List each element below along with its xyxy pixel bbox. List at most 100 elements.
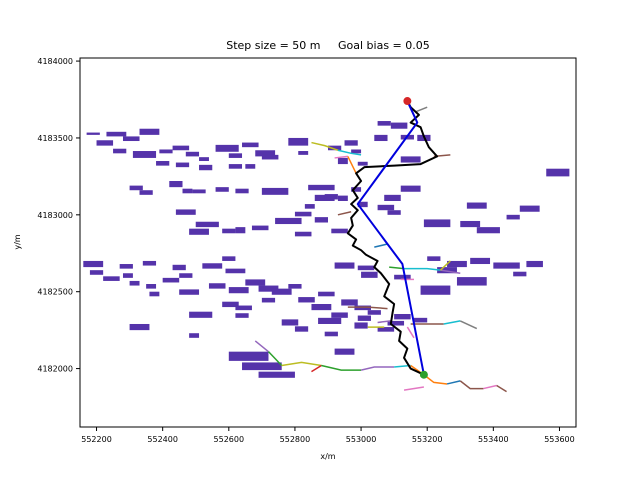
tree-branch	[439, 260, 451, 271]
obstacle	[357, 265, 375, 271]
plot-area	[83, 97, 570, 393]
tree-branch	[440, 269, 461, 274]
obstacle	[271, 288, 292, 295]
obstacle	[192, 189, 206, 194]
tree-branch	[443, 320, 461, 325]
obstacle	[354, 322, 368, 329]
obstacle	[215, 187, 229, 192]
x-tick-label: 552200	[81, 435, 112, 444]
tree-branch	[389, 266, 405, 270]
obstacle	[318, 291, 335, 297]
obstacle	[361, 271, 378, 278]
tree-branch	[423, 374, 448, 385]
obstacle	[334, 262, 355, 269]
obstacle	[222, 228, 236, 234]
goal-point	[403, 97, 412, 106]
obstacle	[357, 201, 368, 208]
x-tick-label: 552600	[214, 435, 245, 444]
obstacle	[390, 122, 408, 129]
obstacle	[470, 257, 491, 265]
obstacle	[493, 262, 520, 269]
obstacle	[222, 301, 239, 308]
obstacle	[89, 270, 104, 275]
obstacle	[199, 164, 213, 171]
obstacle	[103, 276, 120, 281]
y-axis: 4182000 4182500 4183000 4183500 4184000	[37, 57, 80, 374]
obstacle	[387, 320, 405, 326]
tree-branch	[496, 384, 507, 393]
obstacle	[129, 185, 143, 191]
tree-branch	[374, 243, 388, 248]
obstacle	[466, 202, 487, 209]
obstacle	[354, 305, 371, 311]
obstacle	[437, 267, 457, 274]
smoothed-path-line	[356, 100, 425, 375]
obstacle	[189, 228, 209, 235]
tree-branch	[311, 141, 339, 151]
tree-branch	[404, 267, 441, 271]
obstacle	[255, 150, 276, 157]
obstacle	[308, 184, 335, 191]
x-tick-label: 553200	[412, 435, 443, 444]
planned-path-line	[346, 100, 439, 376]
x-axis: 552200 552400 552600 552800 553000 553200 5534…	[81, 427, 575, 444]
obstacle	[476, 227, 500, 234]
obstacle	[179, 289, 200, 295]
x-tick-label: 553400	[478, 435, 509, 444]
tree-branch	[281, 361, 322, 367]
obstacle	[328, 145, 342, 151]
obstacle	[456, 277, 487, 286]
tree-branch	[334, 155, 348, 159]
obstacle	[357, 161, 368, 166]
obstacle	[367, 310, 381, 315]
obstacle	[400, 185, 421, 192]
obstacle	[215, 144, 239, 152]
x-tick-label: 553600	[544, 435, 575, 444]
obstacle	[142, 260, 157, 266]
obstacle	[447, 260, 467, 268]
obstacle	[258, 285, 279, 292]
obstacle	[169, 181, 183, 188]
obstacle	[235, 227, 246, 234]
obstacle	[275, 217, 302, 225]
obstacle	[351, 187, 362, 192]
obstacle	[377, 327, 395, 332]
obstacle	[122, 273, 133, 278]
obstacle	[225, 268, 246, 274]
obstacle	[394, 313, 411, 320]
obstacle	[245, 164, 256, 169]
obstacle	[235, 188, 249, 194]
obstacle	[146, 284, 157, 289]
obstacle	[294, 326, 309, 332]
obstacle	[139, 128, 160, 135]
obstacle	[235, 305, 252, 311]
obstacle	[294, 231, 312, 237]
obstacle	[294, 211, 312, 217]
obstacle	[318, 317, 342, 324]
tree-branch	[347, 156, 357, 174]
obstacle	[261, 187, 289, 195]
chart-title: Step size = 50 m Goal bias = 0.05	[226, 39, 430, 52]
obstacle	[172, 264, 186, 271]
obstacle	[113, 148, 127, 154]
obstacle	[324, 194, 338, 200]
tree-branch	[459, 380, 484, 390]
obstacle	[526, 260, 543, 268]
obstacle	[251, 225, 269, 231]
y-tick-label: 4183000	[37, 211, 73, 220]
obstacle	[189, 311, 213, 318]
obstacle	[298, 151, 309, 155]
y-axis-label: y/m	[13, 234, 22, 249]
plot-frame	[79, 57, 577, 428]
obstacle	[413, 317, 428, 323]
obstacle	[228, 351, 269, 361]
tree-branch	[321, 364, 362, 371]
tree-branch	[360, 366, 395, 371]
obstacle	[132, 151, 157, 158]
obstacle	[314, 217, 328, 223]
obstacle	[288, 137, 309, 146]
obstacle	[513, 271, 527, 277]
obstacle	[208, 283, 226, 289]
